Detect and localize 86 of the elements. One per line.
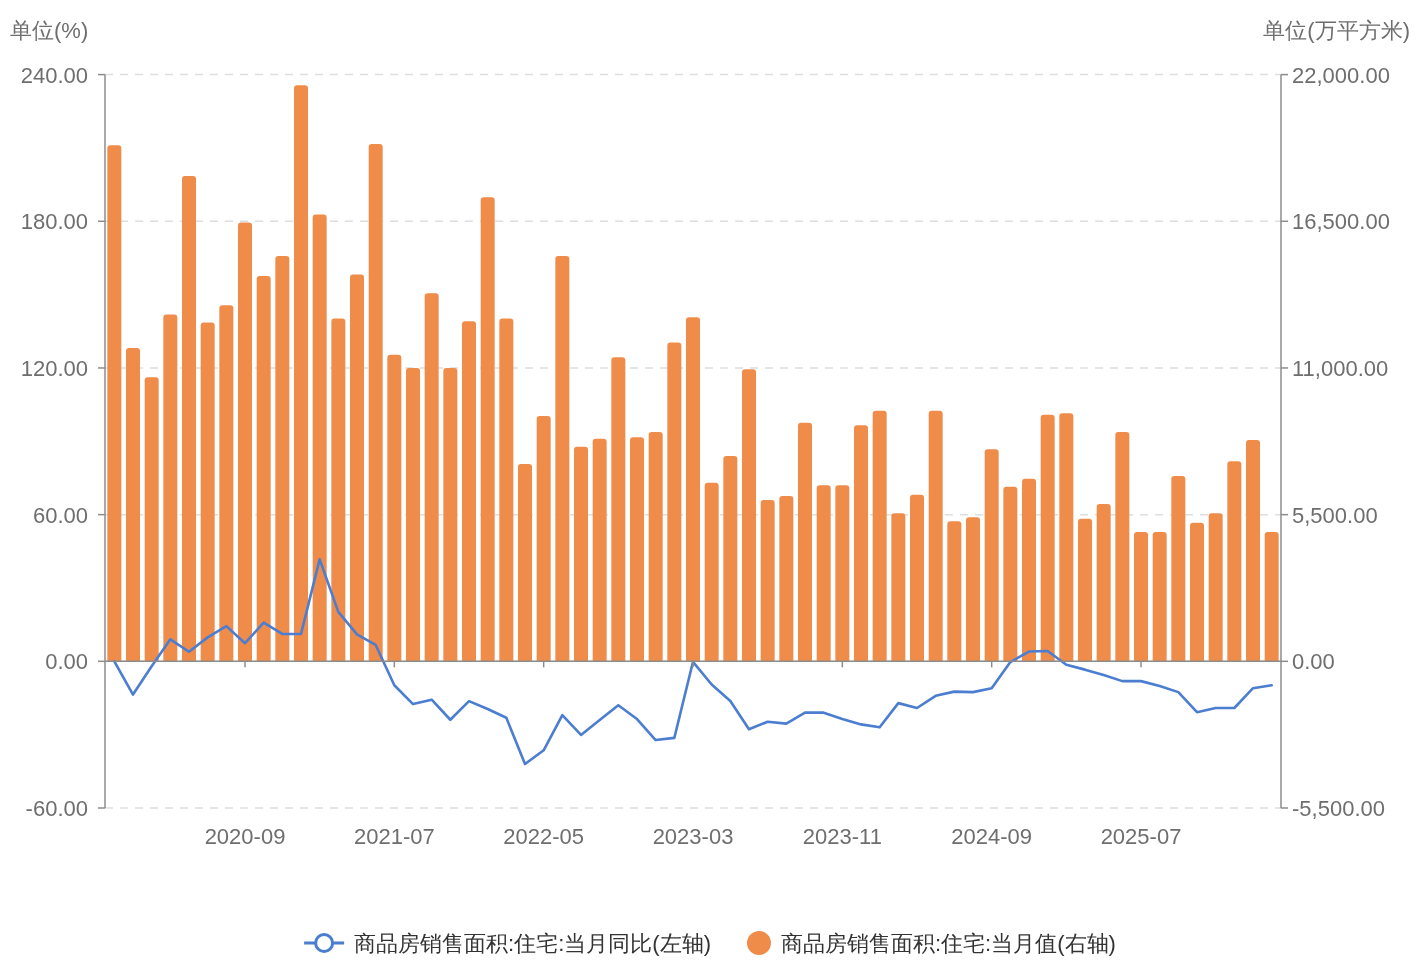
x-tick-label: 2022-05 bbox=[503, 824, 585, 849]
bar bbox=[555, 255, 570, 662]
bar bbox=[667, 342, 682, 662]
y2-tick-label: 11,000.00 bbox=[1292, 355, 1389, 381]
bar bbox=[1003, 486, 1018, 662]
bar bbox=[107, 145, 122, 662]
y2-tick-label: 5,500.00 bbox=[1292, 502, 1378, 528]
bar bbox=[424, 293, 439, 662]
bar bbox=[350, 274, 364, 662]
bar bbox=[816, 485, 831, 662]
bar bbox=[200, 322, 215, 662]
legend-label: 商品房销售面积:住宅:当月值(右轴) bbox=[781, 931, 1116, 956]
y-axis-title: 单位(%) bbox=[10, 18, 89, 43]
x-tick-label: 2025-07 bbox=[1100, 824, 1182, 849]
x-tick-label: 2021-07 bbox=[353, 824, 435, 849]
bar bbox=[368, 143, 383, 662]
bar bbox=[256, 275, 271, 662]
bar bbox=[126, 347, 140, 662]
bar bbox=[1078, 518, 1092, 662]
y2-tick-label: 0.00 bbox=[1292, 649, 1335, 675]
bar bbox=[760, 499, 775, 662]
bar bbox=[723, 455, 738, 662]
bar bbox=[910, 494, 924, 662]
bar bbox=[742, 369, 756, 662]
bar bbox=[984, 449, 999, 662]
bar bbox=[1171, 475, 1186, 662]
bar bbox=[182, 175, 196, 662]
bar bbox=[294, 85, 308, 662]
bar bbox=[779, 495, 794, 662]
bar bbox=[648, 431, 663, 662]
bar bbox=[835, 485, 850, 662]
bar bbox=[928, 410, 943, 662]
bar bbox=[480, 197, 495, 662]
x-tick-label: 2023-03 bbox=[652, 824, 734, 849]
bar bbox=[443, 367, 458, 662]
bar bbox=[1134, 531, 1148, 662]
bar bbox=[499, 318, 514, 662]
bar bbox=[592, 438, 607, 662]
bar bbox=[1115, 431, 1130, 662]
bar bbox=[872, 410, 887, 662]
x-tick-label: 2023-11 bbox=[802, 824, 882, 849]
bar bbox=[406, 367, 420, 662]
bar bbox=[947, 521, 962, 662]
bar bbox=[219, 305, 234, 662]
bar bbox=[1227, 461, 1242, 662]
y-tick-label: 0.00 bbox=[45, 649, 88, 675]
bar bbox=[704, 482, 719, 662]
y-tick-label: 120.00 bbox=[20, 355, 88, 381]
y-tick-label: 60.00 bbox=[32, 502, 88, 528]
bar bbox=[312, 214, 327, 662]
bar bbox=[1208, 513, 1223, 662]
y2-tick-label: 22,000.00 bbox=[1292, 62, 1390, 88]
legend-label: 商品房销售面积:住宅:当月同比(左轴) bbox=[354, 931, 711, 956]
y-tick-label: 180.00 bbox=[20, 209, 88, 235]
y2-tick-label: -5,500.00 bbox=[1292, 796, 1385, 821]
bar bbox=[1059, 413, 1074, 662]
y2-tick-label: 16,500.00 bbox=[1292, 209, 1390, 235]
x-tick-label: 2020-09 bbox=[204, 824, 286, 849]
bar bbox=[163, 314, 178, 662]
bar bbox=[798, 422, 812, 662]
bar bbox=[574, 446, 588, 662]
bar bbox=[462, 321, 476, 662]
bar bbox=[1190, 522, 1204, 662]
y2-axis-title: 单位(万平方米) bbox=[1263, 18, 1410, 43]
bar bbox=[387, 354, 402, 662]
bar bbox=[686, 317, 700, 662]
bar bbox=[1264, 531, 1279, 662]
bar bbox=[536, 415, 551, 662]
bar bbox=[238, 222, 252, 662]
bar bbox=[611, 357, 626, 662]
bar bbox=[275, 255, 290, 662]
bar bbox=[966, 517, 980, 662]
y-tick-label: 240.00 bbox=[20, 62, 88, 88]
bar bbox=[630, 437, 644, 662]
x-tick-label: 2024-09 bbox=[951, 824, 1033, 849]
bar bbox=[518, 463, 532, 662]
bar bbox=[144, 377, 159, 662]
bar bbox=[891, 513, 906, 662]
bar bbox=[854, 425, 868, 662]
bar bbox=[1246, 439, 1260, 662]
bar bbox=[1022, 478, 1036, 662]
bar bbox=[1096, 503, 1111, 662]
bar bbox=[1152, 531, 1167, 662]
bar bbox=[1040, 414, 1055, 662]
bar bbox=[331, 318, 346, 662]
y-tick-label: -60.00 bbox=[25, 796, 88, 821]
